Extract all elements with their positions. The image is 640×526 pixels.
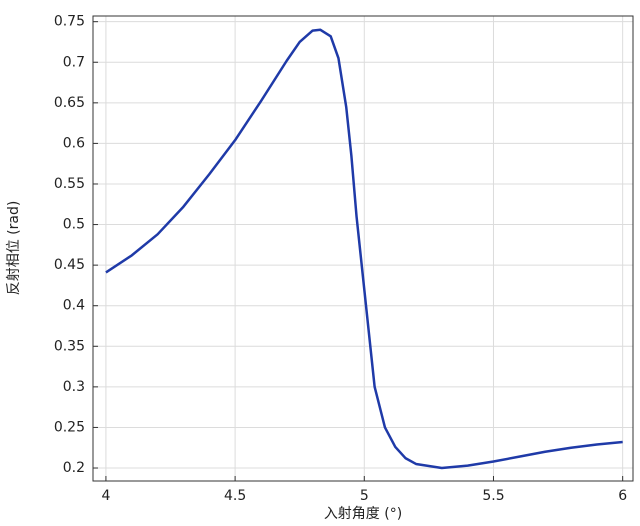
y-tick-label: 0.5 [63,217,85,233]
x-tick-label: 5.5 [482,488,504,504]
y-tick-label: 0.35 [54,338,85,354]
y-tick-label: 0.75 [54,14,85,30]
y-tick-label: 0.65 [54,95,85,111]
y-tick-label: 0.55 [54,176,85,192]
y-tick-label: 0.7 [63,54,85,70]
y-tick-label: 0.45 [54,257,85,273]
data-line [105,28,623,470]
x-tick-label: 4.5 [224,488,246,504]
y-tick-label: 0.3 [63,379,85,395]
x-tick-label: 4 [101,488,110,504]
y-tick-label: 0.6 [63,135,85,151]
x-axis-label: 入射角度 (°) [324,506,402,522]
plot-area [93,16,633,481]
y-tick-label: 0.2 [63,460,85,476]
y-axis-label: 反射相位 (rad) [6,201,22,296]
x-tick-label: 5 [360,488,369,504]
x-tick-label: 6 [618,488,627,504]
y-tick-label: 0.4 [63,298,85,314]
plot-frame [92,15,634,482]
y-tick-label: 0.25 [54,419,85,435]
